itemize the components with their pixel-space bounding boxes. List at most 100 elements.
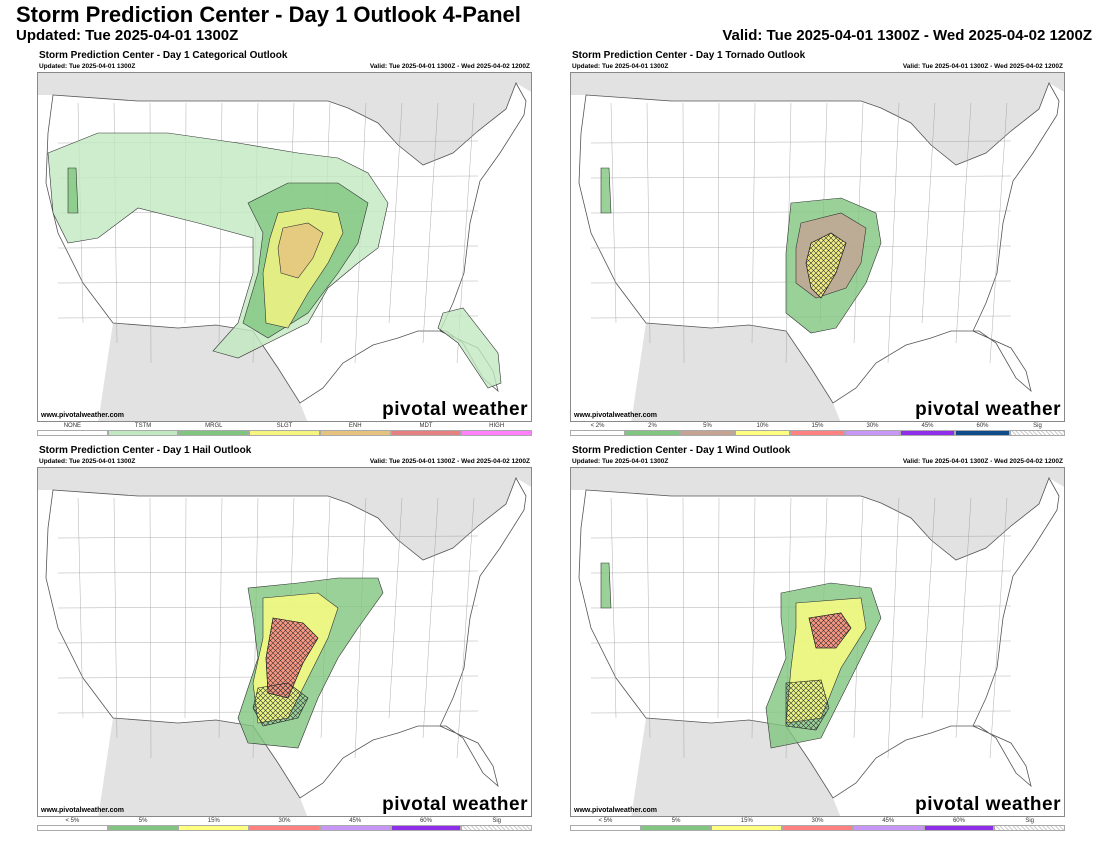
panel-valid: Valid: Tue 2025-04-01 1300Z - Wed 2025-0… — [902, 63, 1063, 70]
state-border — [218, 497, 223, 739]
legend-item: < 5% — [37, 818, 108, 831]
legend-swatch — [735, 430, 790, 436]
legend-item: < 2% — [570, 423, 625, 436]
state-border — [57, 535, 479, 539]
legend-label: 5% — [671, 818, 681, 824]
legend-label: NONE — [63, 423, 82, 429]
state-border — [751, 497, 756, 739]
legend-item: MRGL — [178, 423, 250, 436]
legend-swatch — [107, 825, 179, 831]
legend-swatch — [923, 825, 995, 831]
legend-swatch — [711, 825, 783, 831]
legend-item: 60% — [390, 818, 462, 831]
significant-hatch-area — [252, 682, 309, 727]
map-tornado — [571, 73, 1064, 421]
state-border — [682, 102, 685, 364]
state-border — [989, 497, 1008, 759]
legend-item: MDT — [390, 423, 462, 436]
pivotal-weather-logo: pivotal weather — [915, 794, 1061, 815]
legend-label: 10% — [756, 423, 769, 429]
panel-title: Storm Prediction Center - Day 1 Categori… — [39, 50, 288, 61]
legend-swatch — [625, 430, 680, 436]
legend-swatch — [37, 430, 108, 436]
map-categorical — [38, 73, 531, 421]
state-border — [590, 175, 1012, 179]
legend-swatch — [852, 825, 924, 831]
map-hail — [38, 468, 531, 816]
state-border — [422, 497, 439, 739]
legend-label: 15% — [811, 423, 824, 429]
state-border — [456, 497, 475, 759]
legend-label: Sig — [1033, 423, 1042, 429]
legend-label: 15% — [740, 818, 753, 824]
mexico-land — [631, 323, 841, 421]
legend-swatch — [461, 825, 533, 831]
legend-label: 15% — [207, 818, 220, 824]
legend-item: Sig — [1010, 423, 1065, 436]
risk-area — [277, 222, 324, 279]
state-border — [149, 497, 152, 759]
legend-swatch — [319, 430, 391, 436]
risk-area — [600, 167, 612, 214]
legend-item: 60% — [923, 818, 995, 831]
legend-item: 30% — [249, 818, 320, 831]
legend-swatch — [249, 430, 320, 436]
state-border — [921, 497, 936, 719]
risk-area — [437, 307, 502, 389]
map-frame: www.pivotalweather.com pivotal weather — [37, 467, 532, 817]
pivotal-weather-logo: pivotal weather — [382, 399, 528, 420]
site-url: www.pivotalweather.com — [574, 807, 657, 814]
panel-updated: Updated: Tue 2025-04-01 1300Z — [39, 458, 136, 465]
state-border — [717, 102, 720, 324]
panel-title: Storm Prediction Center - Day 1 Wind Out… — [572, 445, 791, 456]
legend-swatch — [790, 430, 845, 436]
pivotal-weather-logo: pivotal weather — [915, 399, 1061, 420]
legend-item: TSTM — [107, 423, 179, 436]
state-border — [422, 102, 439, 344]
legend-item: 30% — [782, 818, 853, 831]
legend: < 5% 5% 15% 30% 45% 60% Sig — [37, 818, 533, 831]
panel-categorical: Storm Prediction Center - Day 1 Categori… — [37, 50, 533, 436]
legend-label: 30% — [866, 423, 879, 429]
legend-label: MRGL — [205, 423, 223, 429]
risk-area — [600, 562, 612, 609]
legend-item: ENH — [319, 423, 391, 436]
legend-item: 15% — [711, 818, 783, 831]
legend-item: HIGH — [461, 423, 533, 436]
state-border — [887, 102, 900, 364]
legend-item: 5% — [107, 818, 179, 831]
map-frame: www.pivotalweather.com pivotal weather — [570, 467, 1065, 817]
state-border — [388, 497, 403, 719]
canada-land — [571, 468, 1064, 560]
legend-swatch — [1010, 430, 1065, 436]
legend-swatch — [955, 430, 1010, 436]
legend-label: Sig — [492, 818, 501, 824]
significant-hatch-area — [808, 612, 852, 649]
panel-valid: Valid: Tue 2025-04-01 1300Z - Wed 2025-0… — [369, 63, 530, 70]
legend-label: 5% — [138, 818, 148, 824]
legend-label: 45% — [349, 818, 362, 824]
panel-valid: Valid: Tue 2025-04-01 1300Z - Wed 2025-0… — [902, 458, 1063, 465]
state-border — [57, 570, 479, 574]
canada-land — [38, 73, 531, 165]
legend-label: 5% — [703, 423, 712, 429]
state-border — [590, 570, 1012, 574]
state-border — [751, 102, 756, 344]
legend-label: HIGH — [489, 423, 505, 429]
pivotal-weather-logo: pivotal weather — [382, 794, 528, 815]
state-border — [646, 102, 651, 344]
panel-valid: Valid: Tue 2025-04-01 1300Z - Wed 2025-0… — [369, 458, 530, 465]
legend-item: 30% — [845, 423, 900, 436]
legend-swatch — [570, 825, 641, 831]
panel-updated: Updated: Tue 2025-04-01 1300Z — [39, 63, 136, 70]
significant-hatch-area — [265, 617, 319, 699]
state-border — [717, 497, 720, 719]
legend-label: TSTM — [134, 423, 152, 429]
legend-swatch — [390, 430, 462, 436]
significant-hatch-area — [805, 232, 847, 299]
state-border — [354, 497, 367, 759]
valid-time: Valid: Tue 2025-04-01 1300Z - Wed 2025-0… — [722, 27, 1092, 44]
map-wind — [571, 468, 1064, 816]
state-border — [184, 497, 187, 719]
legend-item: Sig — [994, 818, 1066, 831]
